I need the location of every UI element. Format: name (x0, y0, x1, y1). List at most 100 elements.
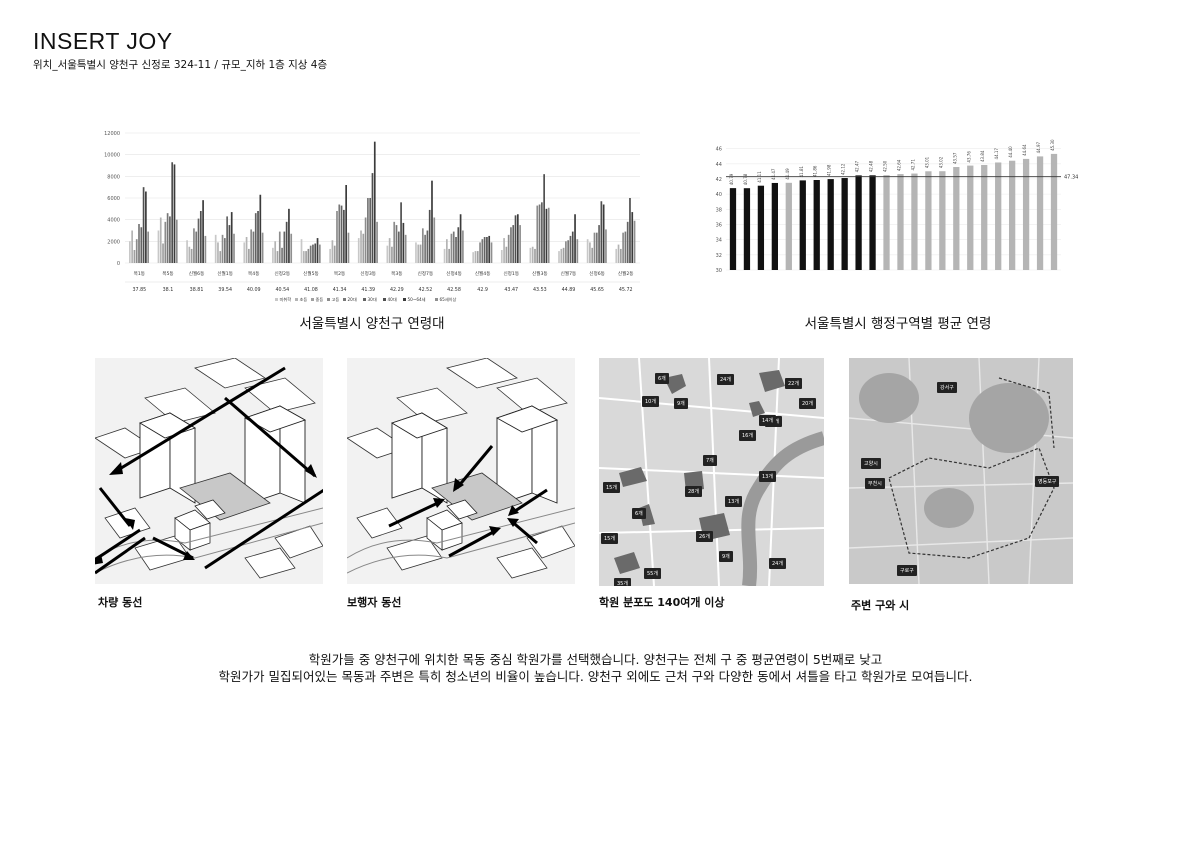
c1-bar (562, 247, 565, 263)
c2-value-label: 43.01 (924, 156, 929, 168)
c1-bar (516, 214, 519, 263)
c1-bar (567, 240, 570, 263)
academy-count-tag: 28개 (685, 486, 702, 497)
academy-count-tag: 10개 (642, 396, 659, 407)
c1-bar (230, 212, 233, 263)
c2-value-label: 40.78 (743, 173, 748, 185)
c1-bar (415, 242, 417, 263)
c2-bar (729, 188, 737, 270)
c1-bar (488, 235, 491, 263)
c1-bar (362, 233, 365, 263)
vehicle-flow-caption: 차량 동선 (98, 596, 143, 609)
c1-bar (171, 162, 174, 263)
c1-category-label: 신정6동 (589, 270, 605, 277)
c1-bar (448, 248, 450, 263)
page-title: INSERT JOY (33, 28, 173, 54)
c2-bar (869, 175, 876, 270)
c2-value-label: 41.86 (813, 165, 818, 177)
nearby-district-tag: 영등포구 (1035, 476, 1060, 487)
c2-bar (1022, 158, 1030, 270)
c1-bar (202, 200, 204, 263)
c2-value-label: 45.30 (1050, 139, 1055, 151)
c2-bar (925, 171, 932, 270)
academy-count-tag: 15개 (601, 533, 618, 544)
c1-bar (395, 225, 398, 263)
c1-bar (519, 225, 521, 263)
c2-ytick-label: 30 (716, 268, 722, 274)
c1-bar (452, 231, 455, 263)
c1-bar (166, 213, 169, 263)
academy-count-tag: 6개 (655, 373, 669, 384)
c1-bar (591, 247, 594, 263)
c1-bar (541, 202, 543, 263)
c2-value-label: 44.97 (1036, 141, 1041, 153)
c2-value-label: 44.17 (994, 148, 999, 160)
c1-bar (393, 221, 396, 263)
nearby-district-tag: 고양시 (861, 458, 881, 469)
c1-bar (193, 228, 195, 263)
c1-category-label: 신정3동 (360, 270, 376, 277)
c1-mean-age-label: 40.54 (275, 287, 289, 293)
description-line-1: 학원가들 중 양천구에 위치한 목동 중심 학원가를 선택했습니다. 양천구는 … (308, 652, 883, 667)
c1-bar (490, 242, 493, 263)
c1-mean-age-label: 45.65 (590, 287, 604, 293)
academy-map-caption: 학원 분포도 140여개 이상 (599, 596, 725, 609)
c1-bar (261, 232, 264, 263)
nearby-district-tag: 강서구 (937, 382, 957, 393)
c2-bar (813, 180, 820, 270)
c1-bar (333, 245, 336, 263)
c1-bar (574, 214, 576, 263)
c1-category-label: 신월6동 (189, 270, 205, 277)
c1-bar (169, 216, 171, 263)
c1-category-label: 신월1동 (217, 270, 233, 277)
vehicle-flow-diagram (95, 358, 323, 584)
c1-bar (534, 248, 536, 263)
c1-bar (290, 233, 293, 263)
c1-bar (197, 218, 200, 263)
c1-mean-age-label: 43.47 (504, 287, 518, 293)
c2-bar (799, 180, 806, 270)
c1-bar (364, 217, 367, 263)
c1-bar (479, 242, 481, 263)
c1-bar (318, 244, 321, 263)
c1-bar (312, 244, 314, 263)
c2-bar (1036, 156, 1044, 270)
c1-ytick-label: 12000 (104, 131, 120, 137)
c1-bar (131, 230, 133, 263)
c1-category-label: 신정2동 (275, 270, 291, 277)
c1-bar (629, 198, 631, 263)
c1-bar (157, 230, 160, 263)
c2-bar (785, 182, 792, 270)
c1-bar (605, 229, 607, 263)
c1-bar (558, 251, 560, 263)
c1-bar (214, 234, 217, 263)
c1-bar (633, 220, 636, 263)
c1-bar (204, 235, 207, 263)
c1-bar (357, 238, 360, 263)
c1-bar (426, 230, 429, 263)
c1-bar (615, 248, 618, 263)
c2-value-label: 42.12 (841, 163, 846, 175)
c2-bar (841, 178, 848, 270)
c1-bar (195, 231, 198, 263)
c2-value-label: 42.47 (855, 160, 860, 172)
c2-value-label: 44.64 (1022, 144, 1027, 156)
c1-legend-swatch (311, 298, 314, 301)
nearby-districts-map: 강서구 고양시 부천시 영등포구 구로구 (849, 358, 1073, 584)
c1-bar (338, 204, 341, 263)
c2-bar (855, 175, 862, 270)
c1-bar (276, 251, 279, 263)
c1-bar (278, 231, 281, 263)
description-line-2: 학원가가 밀집되어있는 목동과 주변은 특히 청소년의 비율이 높습니다. 양천… (218, 669, 973, 684)
c2-bar (1009, 160, 1016, 270)
c1-bar (571, 231, 574, 263)
c1-bar (345, 185, 347, 263)
c1-bar (186, 240, 188, 263)
c2-bar (883, 175, 890, 270)
c1-mean-age-label: 41.39 (361, 287, 375, 293)
c1-bar (388, 238, 391, 263)
c1-bar (602, 204, 605, 263)
c2-value-label: 41.98 (827, 164, 832, 176)
c1-category-label: 목5동 (162, 271, 173, 277)
c2-value-label: 40.79 (729, 173, 734, 185)
